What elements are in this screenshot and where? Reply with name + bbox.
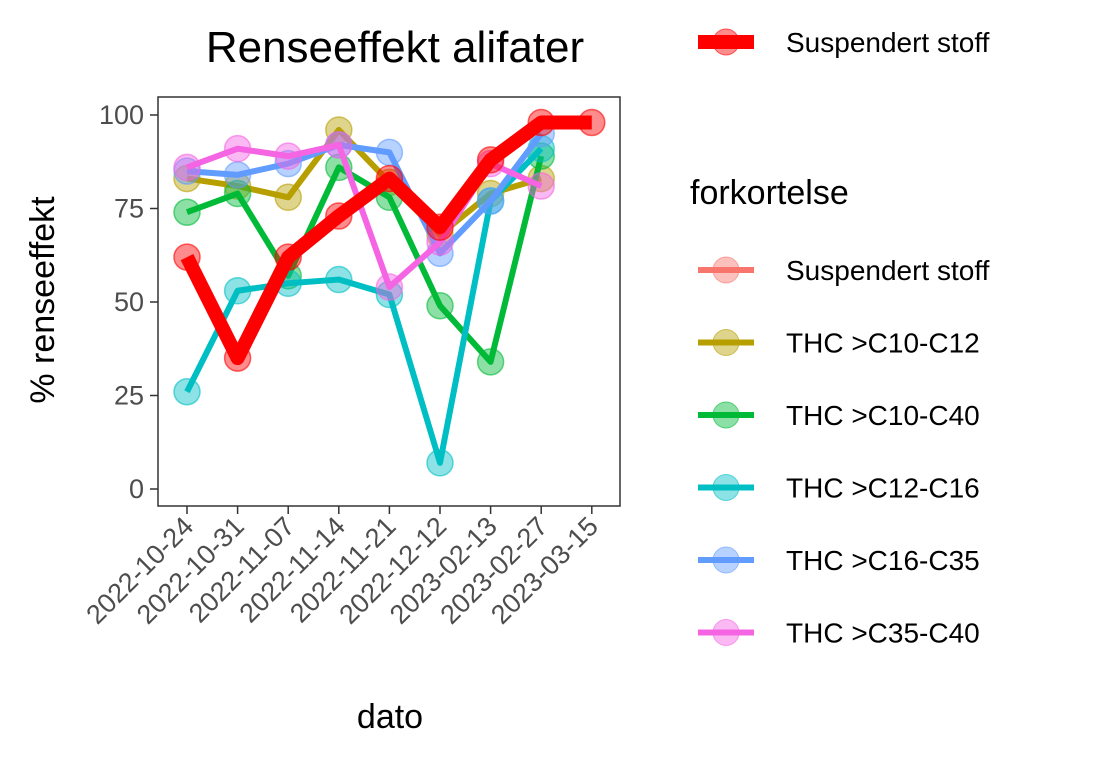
y-tick-label: 100: [99, 100, 144, 130]
y-tick-label: 0: [129, 474, 144, 504]
data-point: [274, 183, 302, 212]
data-point: [325, 202, 353, 230]
data-point: [426, 291, 454, 320]
legend-label: THC >C10-C40: [786, 400, 980, 431]
legend-label: Suspendert stoff: [786, 255, 990, 286]
legend-label: THC >C10-C12: [786, 328, 980, 359]
data-point: [274, 243, 302, 271]
y-tick-label: 25: [114, 381, 144, 411]
data-point: [173, 378, 201, 406]
legend: Suspendert stoff Suspendert stoff THC >C10…: [698, 27, 990, 649]
plot-area: 02550751002022-10-242022-10-312022-11-07…: [80, 96, 621, 630]
data-point: [527, 108, 555, 137]
data-point: [578, 108, 606, 137]
data-point: [325, 131, 353, 159]
legend-label: THC >C12-C16: [786, 473, 980, 504]
legend-label: THC >C35-C40: [786, 618, 980, 649]
data-point: [476, 187, 505, 215]
data-point: [223, 277, 252, 305]
legend-key-point: [712, 619, 740, 646]
data-point: [173, 243, 201, 271]
y-tick-label: 75: [114, 194, 144, 224]
legend-key-point: [712, 256, 740, 284]
series-line: [184, 146, 544, 466]
series-line: [180, 115, 592, 366]
data-point: [223, 344, 252, 372]
data-point: [173, 198, 201, 226]
data-point: [476, 348, 505, 376]
data-point: [426, 449, 454, 477]
legend-key-point: [712, 474, 740, 501]
y-tick-label: 50: [114, 287, 144, 317]
data-point: [375, 164, 404, 193]
data-point: [223, 134, 252, 163]
data-point: [527, 142, 555, 170]
series-line: [186, 126, 543, 238]
data-point: [527, 172, 555, 200]
series-line: [186, 131, 544, 257]
data-point: [375, 138, 404, 167]
data-point: [426, 213, 454, 241]
data-point: [375, 273, 404, 301]
legend-title: forkortelse: [690, 174, 849, 212]
legend-key-point: [712, 546, 740, 574]
data-point: [476, 146, 505, 174]
x-axis-title: dato: [357, 698, 423, 736]
data-point: [325, 265, 353, 294]
data-point: [274, 142, 302, 170]
y-axis-title: % renseeffekt: [24, 196, 62, 404]
legend-label: THC >C16-C35: [786, 545, 980, 576]
data-point: [173, 153, 201, 182]
legend-label: Suspendert stoff: [786, 27, 990, 58]
data-point: [223, 161, 252, 189]
data-point: [223, 179, 252, 208]
legend-key-point: [712, 329, 740, 356]
legend-key-point: [712, 28, 740, 56]
chart-title: Renseeffekt alifater: [206, 23, 584, 72]
legend-key-point: [712, 401, 740, 429]
